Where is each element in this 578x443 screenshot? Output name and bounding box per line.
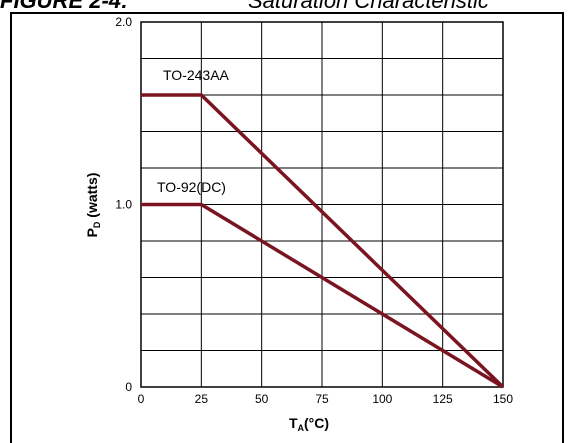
- series-line-to-92dc: [141, 202, 504, 389]
- x-tick-label: 150: [493, 392, 513, 406]
- y-axis-label-rest: (watts): [84, 173, 100, 222]
- figure-label: FIGURE 2-4:: [0, 0, 129, 13]
- series-line-to-243aa: [141, 93, 505, 389]
- x-axis-label: TA(°C): [289, 415, 329, 433]
- x-tick-label: 100: [372, 392, 392, 406]
- chart-series: [141, 93, 505, 389]
- y-axis-label: PD (watts): [84, 173, 102, 238]
- series-label-to-92dc: TO-92(DC): [157, 179, 226, 195]
- x-tick-label: 0: [138, 392, 145, 406]
- figure-header: FIGURE 2-4: Saturation Characteristic: [0, 0, 578, 14]
- x-tick-label: 25: [195, 392, 209, 406]
- y-axis-label-sub: D: [92, 221, 102, 228]
- figure-frame: [10, 12, 564, 443]
- y-tick-label: 1.0: [115, 198, 132, 212]
- series-label-to-243aa: TO-243AA: [163, 67, 230, 83]
- x-tick-label: 75: [315, 392, 329, 406]
- x-tick-label: 125: [433, 392, 453, 406]
- y-tick-label: 0: [125, 380, 132, 394]
- x-tick-label: 50: [255, 392, 269, 406]
- x-axis-label-sub: A: [298, 423, 305, 433]
- y-axis-label-main: P: [84, 228, 100, 237]
- figure-caption: Saturation Characteristic: [248, 0, 489, 13]
- x-axis-label-main: T: [289, 415, 298, 431]
- chart-ticks: 0 25 50 75 100 125 150 0 1.0 2.0: [115, 15, 513, 406]
- y-tick-label: 2.0: [115, 15, 132, 29]
- x-axis-label-rest: (°C): [304, 415, 329, 431]
